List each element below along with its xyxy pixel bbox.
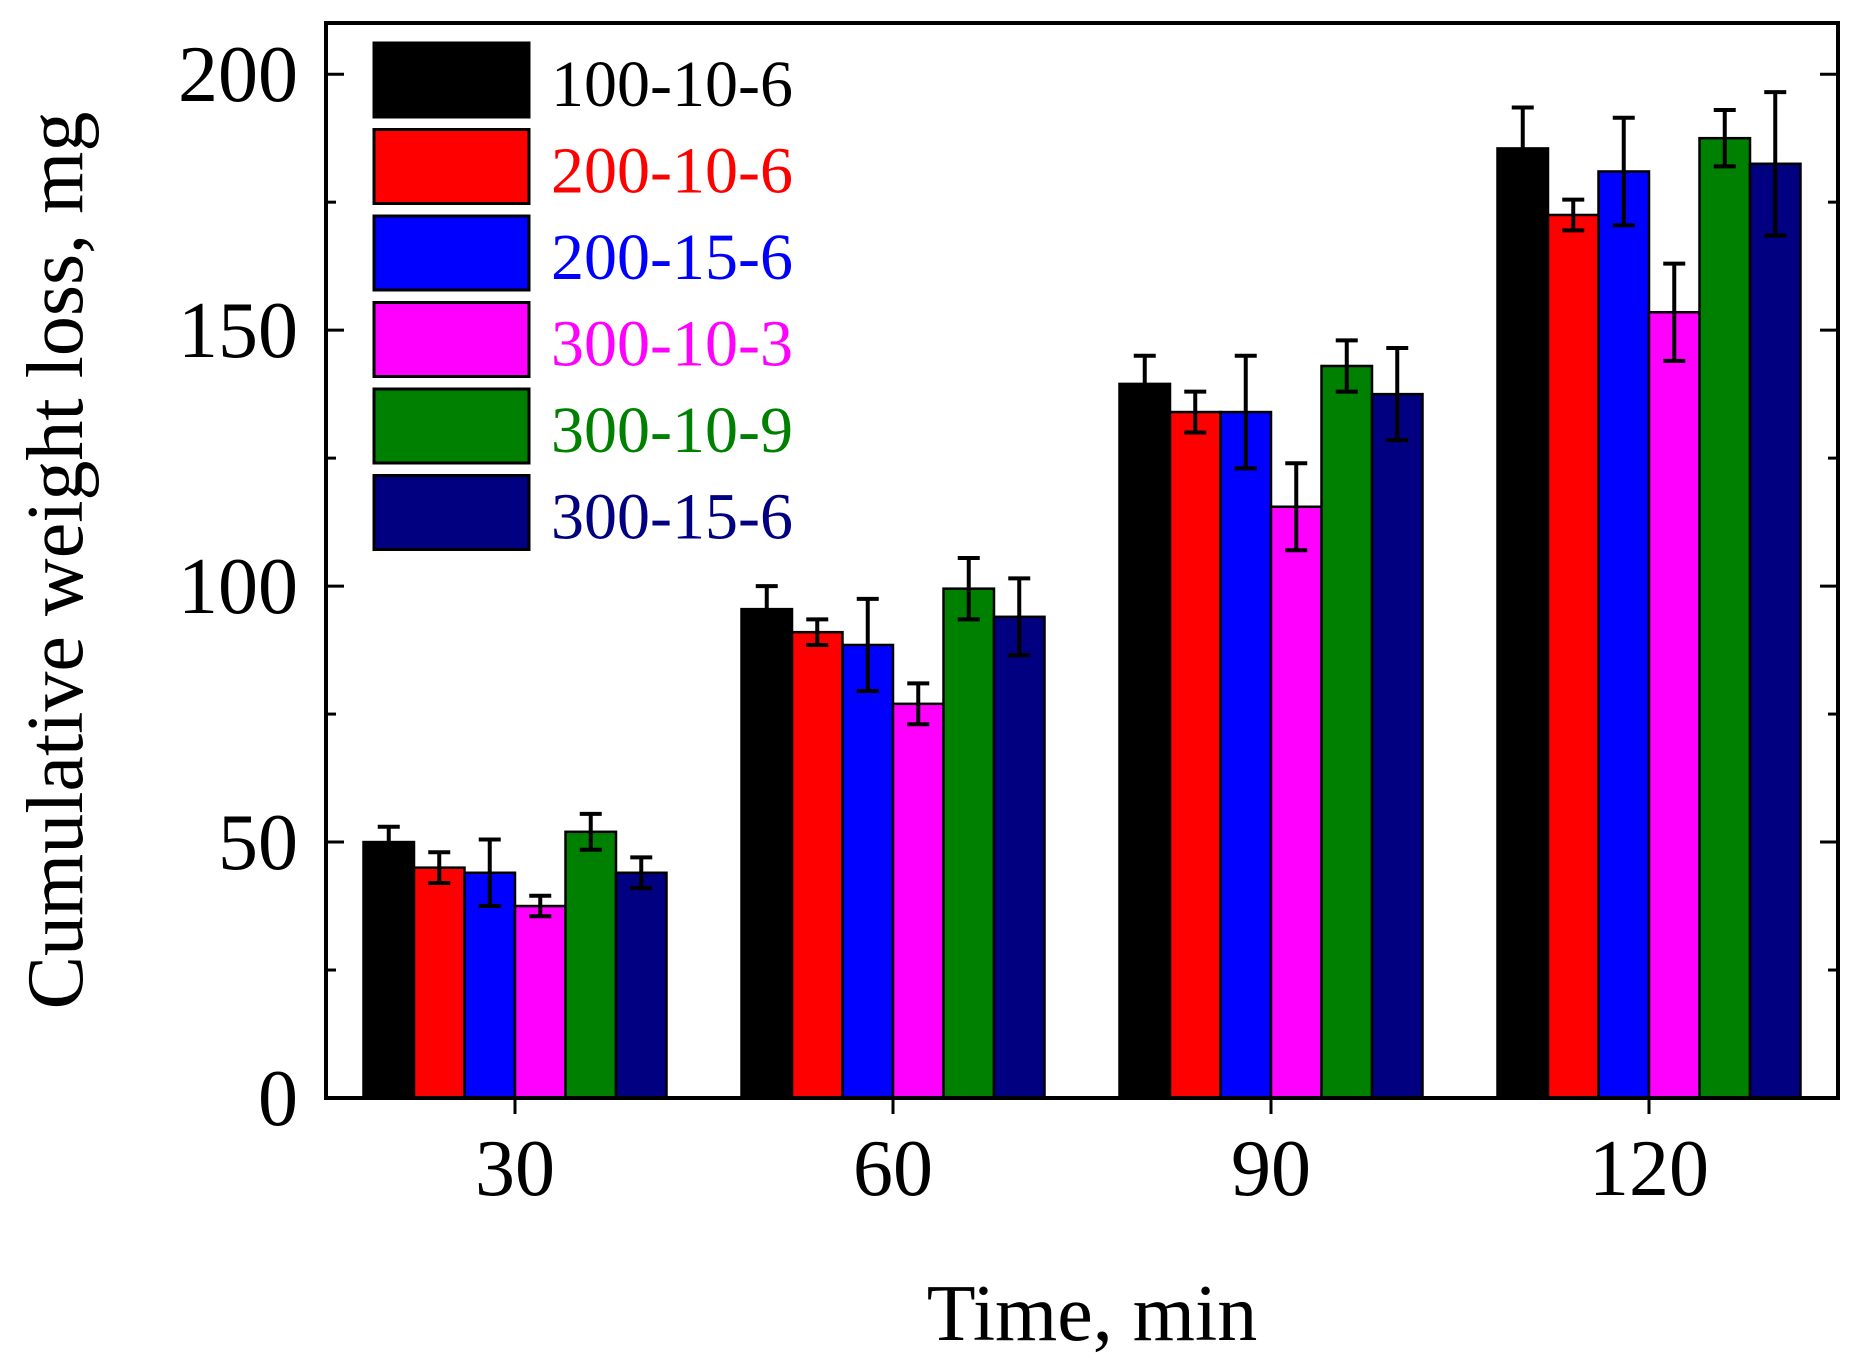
x-tick-label: 120 bbox=[1589, 1125, 1709, 1213]
error-bar-200-10-6-30 bbox=[428, 850, 451, 885]
bar-300-15-6-90 bbox=[1370, 392, 1424, 1100]
error-bar-100-10-6-120 bbox=[1511, 105, 1534, 192]
x-tick-label: 30 bbox=[475, 1125, 555, 1213]
error-bar-100-10-6-30 bbox=[377, 824, 400, 860]
bar-300-10-3-60 bbox=[891, 702, 945, 1100]
legend-item-300-10-9: 300-10-9 bbox=[372, 387, 793, 467]
bar-300-10-3-120 bbox=[1647, 310, 1701, 1100]
bar-100-10-6-30 bbox=[362, 840, 416, 1100]
legend-swatch bbox=[372, 474, 531, 551]
legend-item-200-10-6: 200-10-6 bbox=[372, 128, 793, 208]
error-bar-300-10-9-30 bbox=[579, 811, 602, 852]
bar-200-15-6-90 bbox=[1219, 410, 1273, 1100]
bar-300-15-6-60 bbox=[992, 615, 1046, 1100]
error-bar-300-10-3-30 bbox=[529, 893, 552, 919]
error-bar-300-15-6-120 bbox=[1764, 90, 1787, 238]
error-bar-300-10-3-120 bbox=[1663, 261, 1686, 363]
y-axis-label: Cumulative weight loss, mg bbox=[12, 112, 100, 1010]
bar-200-10-6-120 bbox=[1546, 213, 1600, 1100]
legend-label: 100-10-6 bbox=[551, 48, 793, 121]
error-bar-100-10-6-60 bbox=[755, 584, 778, 635]
y-tick-label: 150 bbox=[178, 287, 298, 375]
bar-100-10-6-60 bbox=[740, 607, 794, 1100]
error-bar-300-10-9-60 bbox=[957, 555, 980, 622]
error-bar-300-10-3-90 bbox=[1285, 461, 1308, 553]
plot-frame bbox=[324, 21, 1840, 1100]
error-bar-200-10-6-120 bbox=[1562, 197, 1585, 233]
error-bar-200-15-6-60 bbox=[856, 596, 879, 694]
legend-swatch bbox=[372, 214, 531, 292]
error-bar-300-15-6-30 bbox=[630, 855, 653, 891]
legend-item-300-15-6: 300-15-6 bbox=[372, 474, 793, 554]
error-bar-300-15-6-60 bbox=[1008, 576, 1031, 658]
bar-200-10-6-30 bbox=[412, 866, 466, 1100]
legend-label: 200-10-6 bbox=[551, 135, 793, 208]
bar-300-10-9-30 bbox=[564, 830, 618, 1100]
axes-layer: 0 50 100 150 200 30 60 90 120 bbox=[178, 31, 1838, 1213]
legend-item-200-15-6: 200-15-6 bbox=[372, 214, 793, 294]
y-tick-label: 0 bbox=[258, 1055, 298, 1143]
bar-300-10-3-90 bbox=[1269, 505, 1323, 1100]
error-bar-200-10-6-60 bbox=[806, 617, 829, 647]
legend-label: 300-10-3 bbox=[551, 308, 793, 381]
bar-300-10-9-60 bbox=[942, 587, 996, 1100]
legend-swatch bbox=[372, 301, 531, 378]
x-tick-label: 60 bbox=[853, 1125, 933, 1213]
error-bar-300-15-6-90 bbox=[1386, 346, 1409, 443]
bar-200-15-6-120 bbox=[1597, 170, 1651, 1100]
error-bar-100-10-6-90 bbox=[1133, 353, 1156, 415]
legend-swatch bbox=[372, 387, 531, 465]
bar-300-10-9-90 bbox=[1320, 364, 1374, 1100]
bar-300-15-6-30 bbox=[614, 871, 668, 1100]
y-tick-label: 50 bbox=[218, 799, 298, 887]
bars-layer bbox=[362, 136, 1802, 1100]
bar-100-10-6-90 bbox=[1118, 382, 1172, 1100]
error-bar-200-15-6-120 bbox=[1612, 115, 1635, 228]
x-axis-label: Time, min bbox=[927, 1270, 1257, 1358]
error-bar-200-15-6-30 bbox=[478, 837, 501, 909]
legend-item-100-10-6: 100-10-6 bbox=[372, 41, 793, 121]
error-bar-200-10-6-90 bbox=[1184, 389, 1207, 435]
bar-100-10-6-120 bbox=[1496, 147, 1550, 1100]
legend-item-300-10-3: 300-10-3 bbox=[372, 301, 793, 381]
legend: 100-10-6 200-10-6 200-15-6 300-10-3 300-10-9… bbox=[372, 41, 793, 554]
error-bars-layer bbox=[377, 90, 1787, 919]
legend-label: 300-10-9 bbox=[551, 394, 793, 467]
error-bar-200-15-6-90 bbox=[1234, 353, 1257, 471]
bar-300-15-6-120 bbox=[1748, 162, 1802, 1100]
y-tick-label: 200 bbox=[178, 31, 298, 119]
bar-200-10-6-90 bbox=[1168, 410, 1222, 1100]
error-bar-300-10-9-120 bbox=[1713, 108, 1736, 169]
bar-300-10-3-30 bbox=[513, 904, 567, 1100]
legend-swatch bbox=[372, 128, 531, 205]
bar-300-10-9-120 bbox=[1698, 136, 1752, 1100]
legend-label: 300-15-6 bbox=[551, 481, 793, 554]
y-tick-label: 100 bbox=[178, 543, 298, 631]
bar-200-10-6-60 bbox=[790, 630, 844, 1100]
bar-200-15-6-60 bbox=[841, 643, 895, 1100]
legend-label: 200-15-6 bbox=[551, 221, 793, 294]
error-bar-300-10-9-90 bbox=[1335, 338, 1358, 394]
legend-swatch bbox=[372, 41, 531, 119]
error-bar-300-10-3-60 bbox=[907, 681, 930, 727]
x-tick-label: 90 bbox=[1231, 1125, 1311, 1213]
